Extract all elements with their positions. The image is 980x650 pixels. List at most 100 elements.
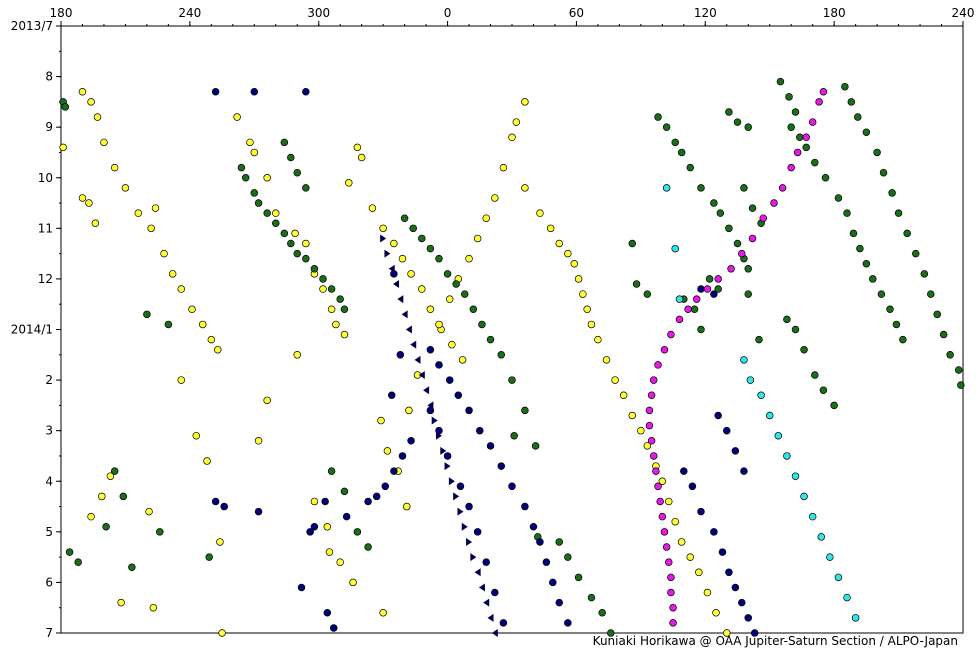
data-point bbox=[731, 447, 740, 455]
data-point bbox=[486, 442, 495, 450]
data-point bbox=[237, 163, 246, 172]
data-point bbox=[409, 224, 417, 233]
data-point bbox=[508, 482, 516, 491]
data-point bbox=[744, 290, 752, 298]
data-point bbox=[727, 265, 735, 273]
data-point bbox=[787, 123, 795, 131]
data-point bbox=[390, 467, 398, 475]
data-point bbox=[423, 386, 430, 395]
data-point bbox=[660, 345, 669, 354]
data-point bbox=[405, 406, 413, 415]
data-point bbox=[319, 285, 327, 293]
y-tick-label: 5 bbox=[45, 525, 53, 539]
data-point bbox=[272, 209, 280, 217]
data-point bbox=[325, 548, 334, 556]
data-point bbox=[426, 345, 435, 354]
x-tick-label: 240 bbox=[178, 6, 201, 20]
y-tick-label: 2014/1 bbox=[11, 323, 53, 337]
data-point bbox=[387, 391, 396, 400]
series-3 bbox=[645, 88, 828, 627]
data-point bbox=[85, 199, 93, 207]
data-point bbox=[899, 335, 907, 344]
x-tick-label: 120 bbox=[694, 6, 717, 20]
data-point bbox=[662, 184, 671, 192]
data-point bbox=[353, 528, 362, 536]
data-point bbox=[783, 452, 791, 460]
data-point bbox=[690, 305, 699, 314]
data-point bbox=[156, 528, 164, 536]
data-point bbox=[628, 239, 637, 248]
data-point bbox=[465, 406, 473, 415]
data-point bbox=[697, 507, 705, 516]
data-point bbox=[862, 128, 871, 136]
data-point bbox=[879, 168, 888, 177]
data-point bbox=[453, 492, 460, 501]
data-point bbox=[886, 305, 894, 314]
data-point bbox=[487, 613, 494, 622]
data-point bbox=[574, 275, 583, 283]
data-point bbox=[710, 290, 718, 298]
data-point bbox=[218, 629, 226, 637]
data-point bbox=[587, 320, 596, 329]
data-point bbox=[714, 285, 722, 293]
data-point bbox=[74, 558, 82, 566]
y-tick-label: 2 bbox=[45, 373, 53, 387]
data-point bbox=[149, 603, 158, 612]
data-point bbox=[649, 376, 658, 384]
data-point bbox=[345, 179, 353, 187]
data-point bbox=[821, 174, 830, 182]
data-point bbox=[912, 249, 920, 258]
data-point bbox=[667, 588, 675, 597]
x-tick-label: 0 bbox=[444, 6, 452, 20]
data-point bbox=[783, 315, 791, 324]
data-point bbox=[787, 163, 795, 172]
data-point bbox=[665, 497, 673, 506]
data-point bbox=[705, 275, 714, 283]
data-point bbox=[110, 163, 119, 172]
data-point bbox=[65, 548, 74, 556]
data-point bbox=[785, 93, 793, 101]
data-point bbox=[59, 143, 67, 152]
data-point bbox=[733, 239, 742, 248]
data-point bbox=[336, 558, 344, 566]
data-point bbox=[398, 254, 407, 263]
data-point bbox=[198, 320, 207, 329]
data-point bbox=[654, 482, 662, 491]
data-point bbox=[841, 82, 849, 91]
data-point bbox=[669, 603, 677, 612]
series-1 bbox=[59, 77, 965, 637]
data-point bbox=[697, 325, 705, 334]
data-point bbox=[667, 573, 675, 582]
data-point bbox=[574, 573, 583, 582]
data-point bbox=[521, 502, 529, 511]
data-point bbox=[647, 437, 656, 445]
x-axis-ticks: 180 240 300 0 60 120 180 240 bbox=[50, 6, 975, 26]
data-point bbox=[220, 502, 228, 511]
data-point bbox=[192, 431, 201, 440]
data-point bbox=[946, 351, 954, 359]
data-point bbox=[957, 381, 965, 389]
data-point bbox=[665, 558, 673, 566]
data-point bbox=[287, 239, 295, 248]
data-point bbox=[340, 305, 349, 314]
data-point bbox=[877, 290, 886, 298]
data-point bbox=[461, 522, 468, 531]
data-point bbox=[364, 543, 372, 551]
data-point bbox=[383, 447, 392, 455]
x-tick-label: 240 bbox=[952, 6, 975, 20]
data-point bbox=[478, 320, 486, 329]
data-point bbox=[349, 578, 357, 587]
data-point bbox=[319, 275, 327, 283]
data-point bbox=[393, 279, 400, 288]
data-point bbox=[353, 143, 362, 152]
data-point bbox=[443, 270, 452, 278]
data-point bbox=[216, 538, 224, 546]
data-point bbox=[703, 588, 712, 597]
data-point bbox=[388, 264, 395, 273]
data-point bbox=[482, 558, 490, 566]
data-point bbox=[160, 249, 168, 258]
data-point bbox=[536, 209, 544, 217]
data-point bbox=[448, 340, 456, 349]
data-point bbox=[564, 619, 572, 627]
